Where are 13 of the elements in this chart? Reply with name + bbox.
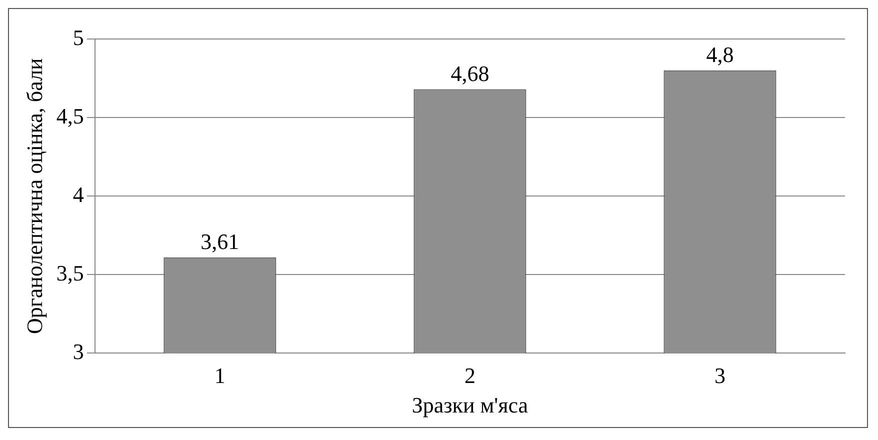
y-tick-label: 4,5 xyxy=(56,103,84,128)
data-label: 4,8 xyxy=(706,42,734,68)
x-tick-label: 2 xyxy=(464,363,476,388)
x-tick-label: 1 xyxy=(214,363,226,388)
y-axis-title: Органолептична оцінка, бали xyxy=(22,58,47,334)
data-label: 4,68 xyxy=(450,61,490,86)
y-tick-label: 3,5 xyxy=(56,260,84,286)
y-tick-label: 4 xyxy=(72,182,84,207)
x-tick-label: 3 xyxy=(714,363,726,388)
y-tick-label: 3 xyxy=(72,338,84,364)
x-axis-title: Зразки м'яса xyxy=(412,392,528,418)
y-tick-label: 5 xyxy=(72,24,84,50)
data-label: 3,61 xyxy=(200,229,240,254)
